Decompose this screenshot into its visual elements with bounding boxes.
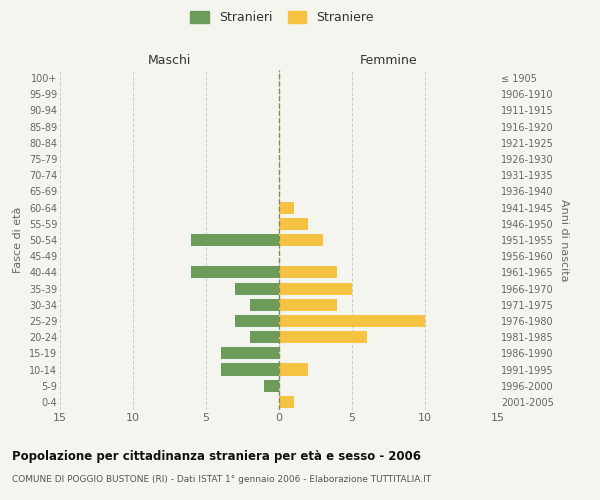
- Bar: [279, 396, 293, 408]
- Bar: [279, 331, 367, 343]
- Bar: [191, 266, 279, 278]
- Bar: [191, 234, 279, 246]
- Bar: [250, 298, 279, 311]
- Bar: [279, 282, 352, 294]
- Y-axis label: Anni di nascita: Anni di nascita: [559, 198, 569, 281]
- Bar: [279, 202, 293, 213]
- Text: Femmine: Femmine: [359, 54, 418, 67]
- Bar: [265, 380, 279, 392]
- Bar: [221, 348, 279, 360]
- Text: Maschi: Maschi: [148, 54, 191, 67]
- Legend: Stranieri, Straniere: Stranieri, Straniere: [190, 11, 374, 24]
- Bar: [235, 282, 279, 294]
- Bar: [235, 315, 279, 327]
- Bar: [279, 266, 337, 278]
- Bar: [279, 218, 308, 230]
- Bar: [250, 331, 279, 343]
- Text: Popolazione per cittadinanza straniera per età e sesso - 2006: Popolazione per cittadinanza straniera p…: [12, 450, 421, 463]
- Bar: [279, 364, 308, 376]
- Bar: [279, 234, 323, 246]
- Bar: [279, 298, 337, 311]
- Y-axis label: Fasce di età: Fasce di età: [13, 207, 23, 273]
- Bar: [221, 364, 279, 376]
- Text: COMUNE DI POGGIO BUSTONE (RI) - Dati ISTAT 1° gennaio 2006 - Elaborazione TUTTIT: COMUNE DI POGGIO BUSTONE (RI) - Dati IST…: [12, 475, 431, 484]
- Bar: [279, 315, 425, 327]
